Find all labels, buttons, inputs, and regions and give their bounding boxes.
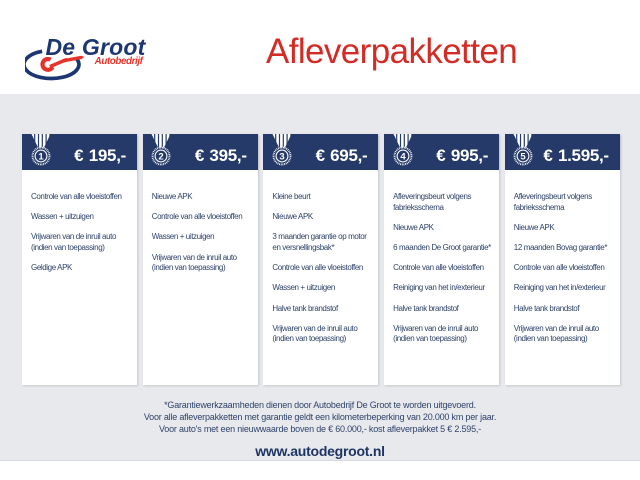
svg-text:4: 4 — [400, 151, 406, 162]
svg-text:Autobedrijf: Autobedrijf — [94, 56, 145, 67]
svg-text:1: 1 — [38, 151, 44, 162]
svg-text:5: 5 — [521, 151, 527, 162]
svg-text:2: 2 — [159, 151, 164, 162]
svg-text:3: 3 — [279, 151, 284, 162]
svg-text:De Groot: De Groot — [46, 34, 147, 60]
